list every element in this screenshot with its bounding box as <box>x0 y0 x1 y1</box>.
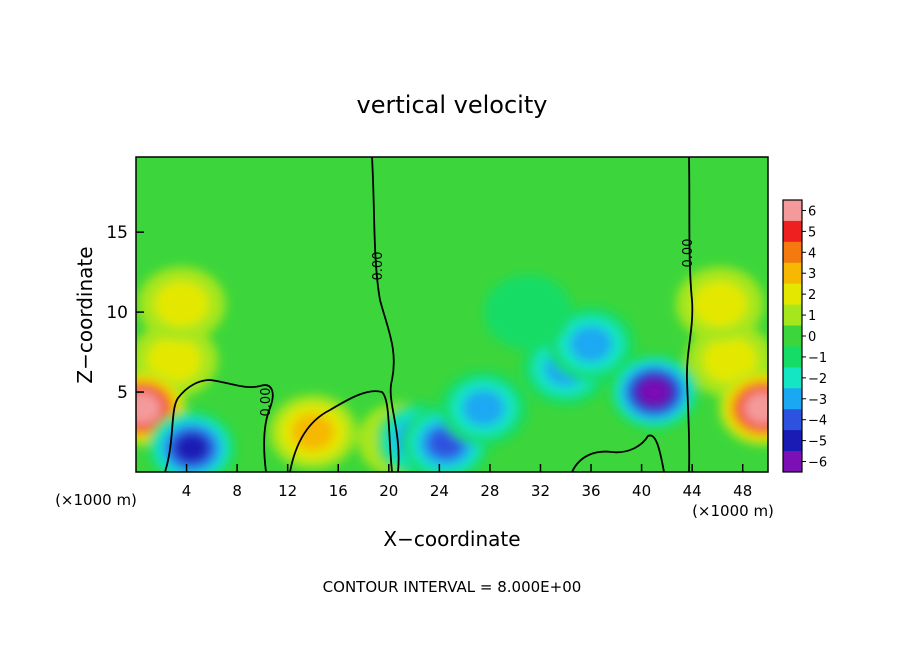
y-tick-label: 10 <box>106 303 128 323</box>
plot-area: 0.00 0.00 0.00 <box>136 157 768 472</box>
colorbar-swatch <box>783 262 802 285</box>
colorbar-label: −5 <box>808 435 827 450</box>
y-axis-label: Z−coordinate <box>73 246 97 383</box>
x-unit-right: (×1000 m) <box>692 502 774 520</box>
field-feature-4-level-7 <box>136 395 158 421</box>
field-feature-1-level-2 <box>154 281 209 328</box>
zero-contour-basin <box>571 434 665 472</box>
colorbar-label: −6 <box>808 456 827 471</box>
colorbar-swatch <box>783 430 802 452</box>
y-axis-ticks: 5 10 15 <box>106 223 144 403</box>
y-tick-label: 5 <box>117 383 128 403</box>
x-tick-label: 28 <box>480 482 499 500</box>
colorbar-swatch <box>783 283 802 306</box>
field-feature-3-level-2 <box>692 281 747 328</box>
contour-label-low: 0.00 <box>259 388 274 417</box>
field-feature-11-level-3 <box>462 389 505 427</box>
x-tick-label: 16 <box>329 482 348 500</box>
colorbar-label: 1 <box>808 309 816 324</box>
colorbar-swatch <box>783 325 802 347</box>
x-tick-label: 48 <box>733 482 752 500</box>
zero-contours <box>164 157 694 472</box>
colorbar-label: 6 <box>808 204 816 219</box>
contour-label-right: 0.00 <box>681 239 696 268</box>
x-axis-ticks: 4 8 12 16 20 24 28 32 36 40 44 48 <box>182 464 752 500</box>
colorbar-label: 5 <box>808 225 816 240</box>
colorbar-label: −4 <box>808 414 827 429</box>
x-tick-label: 8 <box>232 482 242 500</box>
colorbar-swatch <box>783 220 802 243</box>
colorbar-swatch <box>783 388 802 410</box>
x-axis-label: X−coordinate <box>383 527 520 551</box>
field-feature-14-level-6 <box>638 378 670 406</box>
x-tick-label: 24 <box>430 482 449 500</box>
x-tick-label: 4 <box>182 482 192 500</box>
field-feature-2-level-2 <box>703 337 758 384</box>
colorbar-swatch <box>783 451 802 473</box>
colorbar-swatch <box>783 367 802 389</box>
zero-contour-left <box>371 157 400 472</box>
colorbar: 6 5 4 3 2 1 0 −1 −2 −3 −4 −5 −6 <box>782 199 827 473</box>
x-tick-label: 40 <box>632 482 651 500</box>
field-feature-13-level-3 <box>569 325 613 363</box>
contour-label-left: 0.00 <box>371 252 386 281</box>
colorbar-swatch <box>783 200 802 222</box>
colorbar-label: 3 <box>808 267 816 282</box>
x-unit-left: (×1000 m) <box>55 491 137 509</box>
zero-contour-right <box>686 157 694 472</box>
velocity-field <box>136 266 768 472</box>
colorbar-label: 2 <box>808 288 816 303</box>
field-feature-8-level-5 <box>174 433 209 463</box>
contour-label-group: 0.00 0.00 0.00 <box>259 239 696 417</box>
colorbar-label: 4 <box>808 246 816 261</box>
zero-contour-mid <box>289 390 393 472</box>
field-feature-5-level-7 <box>748 395 768 421</box>
colorbar-label: −2 <box>808 372 827 387</box>
colorbar-swatch <box>783 241 802 264</box>
chart-title: vertical velocity <box>357 91 548 119</box>
x-tick-label: 32 <box>531 482 550 500</box>
colorbar-label: −3 <box>808 393 827 408</box>
colorbar-label: 0 <box>808 330 816 345</box>
x-tick-label: 20 <box>379 482 398 500</box>
zero-contour-low <box>164 379 274 472</box>
field-feature-6-level-3 <box>291 413 335 451</box>
plot-frame <box>135 156 769 473</box>
colorbar-label: −1 <box>808 351 827 366</box>
colorbar-frame <box>782 199 803 473</box>
colorbar-swatch <box>783 346 802 368</box>
field-feature-15-level-1 <box>483 274 572 350</box>
contour-interval-note: CONTOUR INTERVAL = 8.000E+00 <box>323 578 582 596</box>
x-tick-label: 12 <box>278 482 297 500</box>
colorbar-swatch <box>783 304 802 327</box>
field-feature-0-level-2 <box>146 337 201 384</box>
colorbar-swatch <box>783 409 802 431</box>
x-tick-label: 44 <box>683 482 702 500</box>
x-tick-label: 36 <box>581 482 600 500</box>
y-tick-label: 15 <box>106 223 128 243</box>
